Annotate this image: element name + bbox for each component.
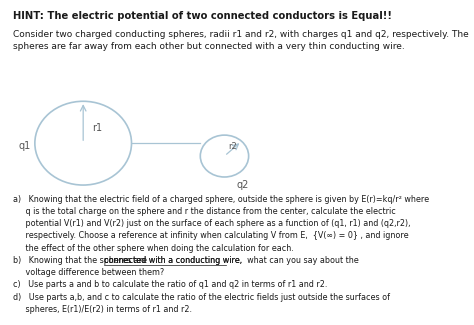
Text: q1: q1 [18, 141, 30, 151]
Text: Consider two charged conducting spheres, radii r1 and r2, with charges q1 and q2: Consider two charged conducting spheres,… [12, 31, 468, 39]
Text: respectively. Choose a reference at infinity when calculating V from E,  {V(∞) =: respectively. Choose a reference at infi… [12, 231, 408, 240]
Text: connected with a conducting wire,: connected with a conducting wire, [104, 256, 242, 265]
Text: potential V(r1) and V(r2) just on the surface of each sphere as a function of (q: potential V(r1) and V(r2) just on the su… [12, 219, 410, 228]
Text: c)   Use parts a and b to calculate the ratio of q1 and q2 in terms of r1 and r2: c) Use parts a and b to calculate the ra… [12, 280, 327, 290]
Text: spheres are far away from each other but connected with a very thin conducting w: spheres are far away from each other but… [12, 42, 404, 51]
Text: spheres, E(r1)/E(r2) in terms of r1 and r2.: spheres, E(r1)/E(r2) in terms of r1 and … [12, 305, 191, 314]
Text: r2: r2 [228, 142, 237, 151]
Text: q2: q2 [237, 180, 249, 190]
Text: a)   Knowing that the electric field of a charged sphere, outside the sphere is : a) Knowing that the electric field of a … [12, 195, 428, 204]
Text: the effect of the other sphere when doing the calculation for each.: the effect of the other sphere when doin… [12, 244, 293, 253]
Text: voltage difference between them?: voltage difference between them? [12, 268, 164, 277]
Text: b)   Knowing that the spheres are: b) Knowing that the spheres are [12, 256, 149, 265]
Text: r1: r1 [92, 124, 102, 134]
Text: connected with a conducting wire,  what can you say about the: connected with a conducting wire, what c… [104, 256, 358, 265]
Text: q is the total charge on the sphere and r the distance from the center, calculat: q is the total charge on the sphere and … [12, 207, 395, 216]
Text: d)   Use parts a,b, and c to calculate the ratio of the electric fields just out: d) Use parts a,b, and c to calculate the… [12, 293, 390, 302]
Text: HINT: The electric potential of two connected conductors is Equal!!: HINT: The electric potential of two conn… [12, 11, 392, 21]
